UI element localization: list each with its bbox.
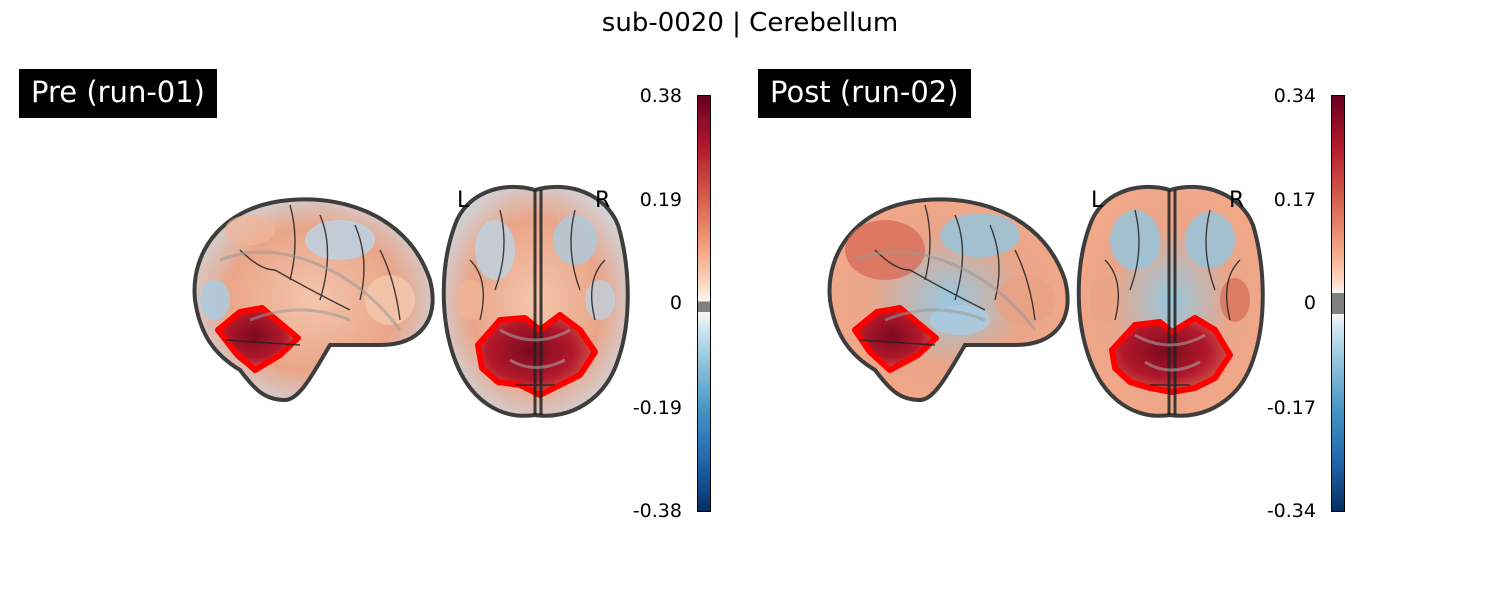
- colorbar-tick: 0: [669, 292, 682, 314]
- colorbar-tick: -0.17: [1266, 397, 1316, 419]
- orientation-left-label: L: [1091, 188, 1104, 213]
- colorbar-tick: -0.38: [632, 500, 682, 522]
- axial-view: [441, 184, 630, 418]
- figure-title: sub-0020 | Cerebellum: [601, 8, 899, 38]
- orientation-right-label: R: [595, 188, 611, 213]
- colorbar-tick: 0: [1303, 292, 1316, 314]
- panel-pre: Pre (run-01): [0, 0, 740, 600]
- brain-glass-views: [827, 184, 1265, 418]
- panel-label: Pre (run-01): [19, 69, 217, 118]
- axial-view: [1076, 184, 1265, 418]
- panel-post: Post (run-02): [740, 0, 1480, 600]
- colorbar-tick: 0.19: [639, 189, 682, 211]
- orientation-left-label: L: [457, 188, 470, 213]
- sagittal-view: [192, 197, 435, 403]
- colorbar-tick: 0.38: [639, 85, 682, 107]
- panel-label: Post (run-02): [758, 69, 971, 118]
- colorbar-tick: -0.19: [632, 397, 682, 419]
- sagittal-view: [827, 197, 1070, 403]
- colorbar: [697, 95, 711, 512]
- colorbar: [1331, 95, 1345, 512]
- orientation-right-label: R: [1229, 188, 1245, 213]
- colorbar-tick: 0.34: [1273, 85, 1316, 107]
- brain-glass-views: [192, 184, 630, 418]
- colorbar-tick: -0.34: [1266, 500, 1316, 522]
- colorbar-tick: 0.17: [1273, 189, 1316, 211]
